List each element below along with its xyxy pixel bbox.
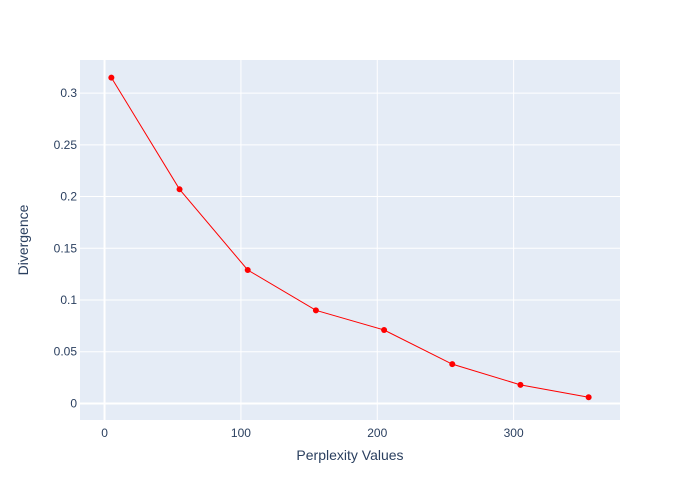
data-point (517, 381, 524, 388)
x-tick-label: 0 (101, 426, 108, 440)
x-axis-title: Perplexity Values (296, 447, 403, 463)
data-point (244, 267, 251, 273)
y-tick-label: 0.3 (60, 86, 77, 100)
x-tick-label: 300 (504, 426, 524, 440)
series-line (110, 77, 589, 398)
y-tick-label: 0.05 (54, 345, 78, 359)
x-tick-label: 100 (231, 426, 251, 440)
y-tick-label: 0 (70, 396, 77, 410)
series-group (108, 74, 592, 401)
data-point (585, 394, 592, 401)
y-axis-title: Divergence (15, 204, 31, 275)
grid-lines (80, 60, 620, 420)
y-tick-label: 0.2 (60, 190, 77, 204)
data-point (449, 361, 456, 368)
y-tick-label: 0.15 (54, 241, 78, 255)
plot-background (80, 60, 620, 420)
data-point (312, 307, 319, 314)
y-tick-label: 0.25 (54, 138, 78, 152)
data-point (176, 186, 183, 193)
tick-labels: 0 100 200 300 0 0.05 0.1 0.15 0.2 0.25 0.3 (54, 86, 524, 440)
data-point (108, 74, 115, 81)
data-point (381, 327, 388, 333)
y-tick-label: 0.1 (60, 293, 77, 307)
x-tick-label: 200 (367, 426, 387, 440)
